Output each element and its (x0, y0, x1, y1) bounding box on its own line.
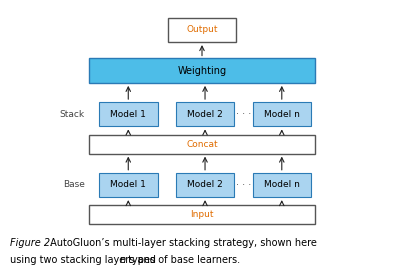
FancyBboxPatch shape (252, 173, 311, 197)
Text: AutoGluon’s multi-layer stacking strategy, shown here: AutoGluon’s multi-layer stacking strateg… (47, 238, 317, 248)
Text: Figure 2.: Figure 2. (10, 238, 53, 248)
Text: Model 1: Model 1 (110, 110, 146, 119)
Text: using two stacking layers and: using two stacking layers and (10, 255, 159, 265)
Text: Model 2: Model 2 (187, 180, 223, 190)
Text: Base: Base (63, 180, 85, 190)
FancyBboxPatch shape (176, 173, 234, 197)
FancyBboxPatch shape (89, 205, 315, 224)
FancyBboxPatch shape (99, 102, 158, 126)
Text: n: n (120, 255, 126, 265)
Text: · · ·: · · · (236, 109, 251, 119)
Text: Concat: Concat (186, 140, 218, 149)
FancyBboxPatch shape (89, 58, 315, 83)
Text: Output: Output (186, 25, 218, 35)
Text: Model n: Model n (264, 180, 300, 190)
Text: Model n: Model n (264, 110, 300, 119)
FancyBboxPatch shape (252, 102, 311, 126)
Text: types of base learners.: types of base learners. (125, 255, 240, 265)
Text: Weighting: Weighting (177, 66, 227, 76)
Text: Input: Input (190, 210, 214, 220)
Text: Model 2: Model 2 (187, 110, 223, 119)
Text: Model 1: Model 1 (110, 180, 146, 190)
FancyBboxPatch shape (168, 18, 236, 42)
FancyBboxPatch shape (176, 102, 234, 126)
Text: · · ·: · · · (236, 180, 251, 190)
FancyBboxPatch shape (99, 173, 158, 197)
FancyBboxPatch shape (89, 135, 315, 154)
Text: Stack: Stack (60, 110, 85, 119)
